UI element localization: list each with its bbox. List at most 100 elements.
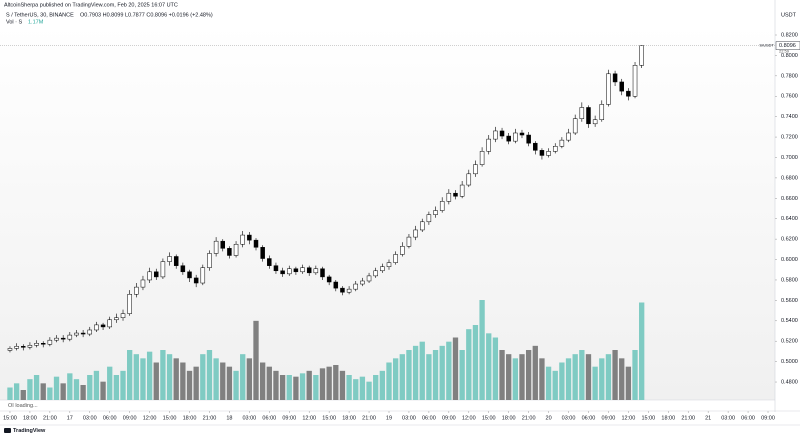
volume-bar (466, 329, 472, 400)
candle-body (140, 279, 146, 288)
candle-body (74, 332, 79, 336)
x-tick-label: 21:00 (362, 415, 376, 421)
y-tick-label: 0.5200 (781, 339, 798, 345)
candle-body (207, 253, 212, 268)
x-tick-label: 06:00 (422, 415, 436, 421)
y-tick-label: 0.6800 (781, 175, 798, 181)
candle-body (173, 256, 179, 266)
x-tick-label: 21:00 (43, 415, 57, 421)
x-tick-label: 15:00 (322, 415, 336, 421)
volume-bar (373, 375, 379, 400)
x-tick-label: 18:00 (23, 415, 37, 421)
volume-bar (87, 375, 93, 400)
candle-body (94, 324, 99, 331)
volume-bar (7, 387, 13, 400)
candle-body (80, 332, 86, 335)
volume-bar (432, 350, 439, 400)
candle-body (313, 268, 319, 274)
x-tick-label: 15:00 (641, 415, 655, 421)
candle-body (114, 317, 119, 321)
volume-bar (545, 366, 552, 400)
volume-bar (379, 370, 386, 400)
volume-bar (319, 368, 326, 400)
volume-bar (33, 375, 40, 400)
volume-bar (53, 376, 60, 400)
candle-body (393, 254, 398, 263)
candle-body (34, 342, 39, 346)
x-tick-label: 15:00 (3, 415, 17, 421)
volume-bar (452, 337, 459, 400)
candle-body (227, 248, 232, 256)
candle-body (526, 134, 531, 144)
candle-body (293, 268, 299, 273)
volume-bar (166, 354, 173, 400)
candle-body (493, 130, 498, 140)
volume-bar (206, 350, 213, 400)
volume-bar (419, 341, 425, 400)
volume-bar (479, 300, 485, 400)
y-tick-label: 0.8200 (781, 32, 798, 38)
candle-body (127, 294, 132, 314)
volume-bar (599, 358, 605, 400)
volume-bar (612, 350, 618, 400)
x-tick-label: 15:00 (482, 415, 496, 421)
x-tick-label: 06:00 (262, 415, 276, 421)
candle-body (333, 281, 339, 289)
candle-body (373, 270, 378, 277)
volume-bar (200, 354, 206, 400)
candle-body (21, 346, 26, 348)
volume-bar (127, 350, 133, 400)
candle-body (320, 268, 325, 278)
volume-bar (492, 337, 499, 400)
candle-body (513, 132, 518, 142)
volume-bar (173, 358, 179, 400)
candle-body (599, 104, 605, 120)
candle-body (267, 258, 272, 266)
candle-body (360, 280, 365, 285)
volume-bar (273, 370, 279, 400)
volume-bar (506, 354, 512, 400)
plot-background (0, 25, 775, 400)
candle-body (572, 118, 578, 134)
y-tick-label: 0.6000 (781, 257, 798, 263)
x-tick-label: 09:00 (442, 415, 456, 421)
volume-bar (439, 345, 445, 400)
candle-body (506, 135, 511, 142)
y-tick-label: 0.4800 (781, 379, 798, 385)
candle-body (14, 346, 19, 349)
x-tick-label: 09:00 (602, 415, 616, 421)
candle-body (546, 151, 551, 156)
y-tick-label: 0.7000 (781, 155, 798, 161)
volume-bar (326, 366, 332, 400)
volume-bar (565, 358, 572, 400)
x-tick-label: 17 (67, 415, 73, 421)
candle-body (499, 130, 505, 137)
x-tick-label: 06:00 (582, 415, 596, 421)
candle-body (100, 324, 106, 328)
volume-bar (259, 362, 266, 400)
volume-bar (346, 375, 352, 400)
y-tick-label: 0.5000 (781, 359, 798, 365)
candle-body (107, 319, 112, 328)
candle-body (134, 286, 139, 295)
candle-body (253, 239, 259, 248)
volume-bar (60, 383, 66, 400)
x-tick-label: 12:00 (143, 415, 157, 421)
x-tick-label: 18:00 (661, 415, 675, 421)
candle-body (413, 229, 418, 238)
volume-bar (213, 358, 219, 400)
x-tick-label: 03:00 (721, 415, 735, 421)
candle-body (340, 287, 345, 293)
volume-bar (446, 341, 452, 400)
volume-bar (113, 375, 120, 400)
volume-bar (532, 345, 538, 400)
volume-bar (80, 385, 86, 400)
candle-body (60, 337, 66, 340)
volume-bar (353, 379, 359, 400)
brand-logo (4, 428, 11, 433)
x-tick-label: 21:00 (522, 415, 536, 421)
volume-bar (619, 358, 625, 400)
candle-body (539, 150, 545, 156)
candle-body (400, 246, 405, 255)
y-tick-label: 0.5400 (781, 318, 798, 324)
